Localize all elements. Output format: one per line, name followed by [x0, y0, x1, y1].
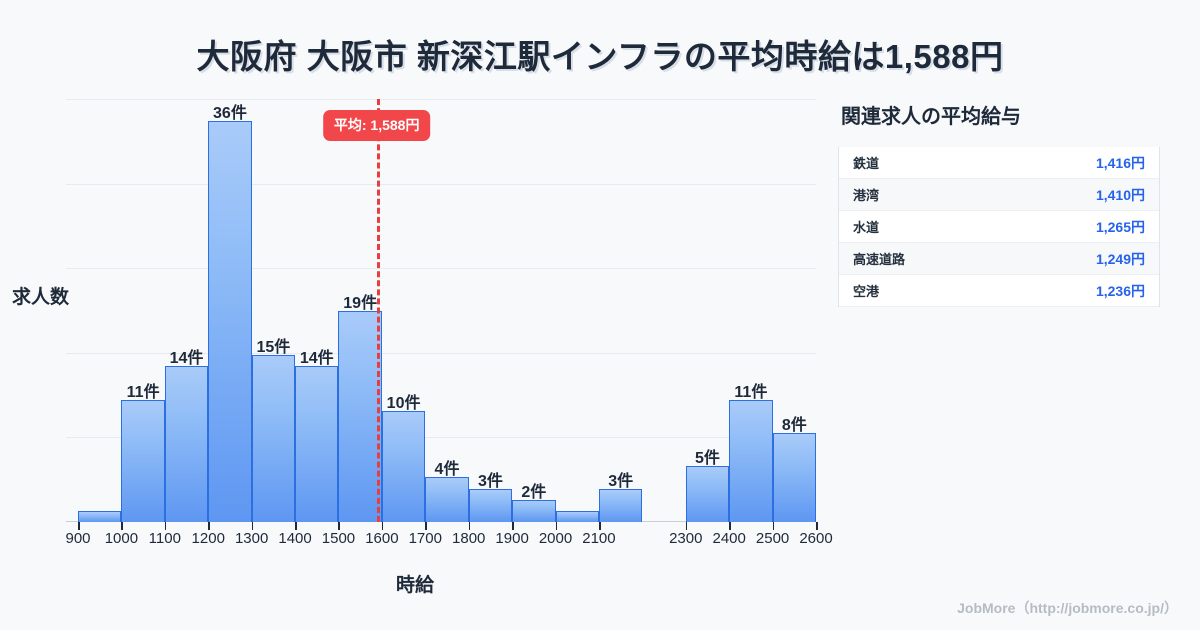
- bar-value-label: 15件: [256, 339, 291, 357]
- bar-value-label: 3件: [608, 472, 634, 490]
- x-tick-label: 2300: [669, 530, 703, 547]
- bar: [164, 366, 209, 522]
- x-tick: [338, 522, 341, 530]
- bar: [208, 121, 252, 522]
- sidebar-title: 関連求人の平均給与: [841, 106, 1021, 128]
- bar: [295, 366, 339, 522]
- gridline: [66, 183, 816, 185]
- table-row: 鉄道 1,416円: [839, 147, 1159, 179]
- table-row: 高速道路 1,249円: [839, 243, 1159, 275]
- x-tick: [425, 522, 427, 530]
- table-row: 港湾 1,410円: [839, 179, 1159, 211]
- footer-watermark: JobMore（http://jobmore.co.jp/）: [957, 600, 1178, 616]
- x-tick-label: 2100: [582, 530, 616, 547]
- row-salary-value: 1,236円: [1095, 282, 1145, 299]
- bar-value-label: 19件: [343, 294, 378, 312]
- x-tick-label: 1900: [495, 530, 529, 547]
- gridline: [66, 268, 816, 270]
- bar-value-label: 2件: [521, 483, 547, 501]
- bar: [512, 499, 556, 522]
- x-tick: [121, 522, 123, 530]
- table-row: 空港 1,236円: [839, 275, 1159, 307]
- bar-value-label: 5件: [695, 450, 720, 468]
- bar: [425, 477, 469, 522]
- bar: [121, 399, 165, 522]
- bar: [729, 399, 773, 522]
- x-tick-label: 1300: [234, 530, 269, 547]
- x-tick-label: 1700: [408, 530, 442, 547]
- row-salary-value: 1,265円: [1095, 218, 1145, 235]
- page-title: 大阪府 大阪市 新深江駅インフラの平均時給は1,588円: [196, 38, 1004, 75]
- average-badge: 平均: 1,588円: [322, 110, 431, 141]
- x-tick-label: 2500: [755, 530, 790, 547]
- row-category-label: 水道: [853, 220, 880, 235]
- row-salary-value: 1,410円: [1095, 186, 1145, 203]
- plot-area: 11件 14件 36件 15件 14件 19件 10件 4件 3件 2件 3件 5件 11件 8件 平均:…: [65, 99, 833, 547]
- bar: [468, 488, 513, 522]
- x-tick-label: 1600: [365, 530, 399, 547]
- row-category-label: 空港: [853, 284, 880, 299]
- x-tick: [555, 522, 558, 530]
- gridline: [66, 437, 816, 439]
- x-tick-label: 2400: [712, 530, 746, 547]
- x-tick-label: 1000: [104, 530, 139, 547]
- bar-value-label: 3件: [477, 472, 503, 490]
- x-tick: [164, 522, 167, 530]
- row-category-label: 鉄道: [853, 156, 880, 171]
- x-tick: [295, 522, 297, 530]
- bar-value-label: 14件: [169, 350, 204, 368]
- bar-value-label: 8件: [781, 416, 807, 434]
- x-tick-label: 900: [65, 530, 91, 547]
- bar: [555, 510, 599, 522]
- x-tick: [816, 522, 818, 530]
- bar: [598, 488, 643, 522]
- bar: [381, 410, 426, 522]
- x-tick: [78, 522, 80, 530]
- bar-value-label: 10件: [386, 394, 421, 412]
- x-tick-label: 1400: [278, 530, 312, 547]
- x-tick-label: 1200: [191, 530, 225, 547]
- x-tick: [729, 522, 731, 530]
- gridline: [66, 99, 816, 100]
- x-tick: [251, 522, 254, 530]
- y-axis-label: 求人数: [12, 287, 70, 308]
- row-salary-value: 1,249円: [1095, 250, 1145, 267]
- x-tick: [685, 522, 688, 530]
- bar-value-label: 4件: [434, 461, 460, 479]
- related-salary-panel: 関連求人の平均給与 鉄道 1,416円港湾 1,410円水道 1,265円高速道路 1,…: [838, 100, 1178, 307]
- bar: [772, 432, 816, 522]
- x-tick: [598, 522, 601, 530]
- table-row: 水道 1,265円: [839, 211, 1159, 243]
- x-tick-label: 1800: [452, 530, 486, 547]
- bar: [338, 310, 382, 522]
- x-tick: [381, 522, 384, 530]
- row-salary-value: 1,416円: [1095, 154, 1145, 171]
- bar-value-label: 36件: [213, 105, 247, 123]
- histogram-chart: 求人数 11件 14件 36件 15件 14件 19件 10件 4件 3件 2件 3件 5件 11件 8件…: [0, 90, 833, 596]
- bar-value-label: 11件: [734, 383, 768, 401]
- bar-series: 11件 14件 36件 15件 14件 19件 10件 4件 3件 2件 3件 5件 11件 8件: [78, 99, 816, 522]
- row-category-label: 高速道路: [853, 252, 906, 267]
- x-tick: [512, 522, 514, 530]
- average-line: [376, 99, 380, 522]
- row-category-label: 港湾: [853, 188, 880, 203]
- bar: [78, 510, 122, 522]
- x-axis-ticks: [78, 522, 818, 530]
- bar: [685, 466, 730, 522]
- bar-value-label: 11件: [126, 383, 160, 401]
- x-tick: [772, 522, 775, 530]
- gridline: [66, 352, 816, 354]
- x-tick: [208, 522, 210, 530]
- x-axis-label: 時給: [395, 575, 434, 596]
- related-salary-table: 鉄道 1,416円港湾 1,410円水道 1,265円高速道路 1,249円空港 1,23…: [838, 147, 1160, 307]
- x-tick-label: 2000: [538, 530, 573, 547]
- x-tick-label: 1100: [148, 530, 181, 547]
- x-tick-label: 2600: [799, 530, 833, 547]
- bar-value-label: 14件: [299, 350, 334, 368]
- gridlines: [66, 99, 816, 522]
- x-tick: [468, 522, 471, 530]
- x-tick-label: 1500: [321, 530, 356, 547]
- bar: [251, 355, 296, 522]
